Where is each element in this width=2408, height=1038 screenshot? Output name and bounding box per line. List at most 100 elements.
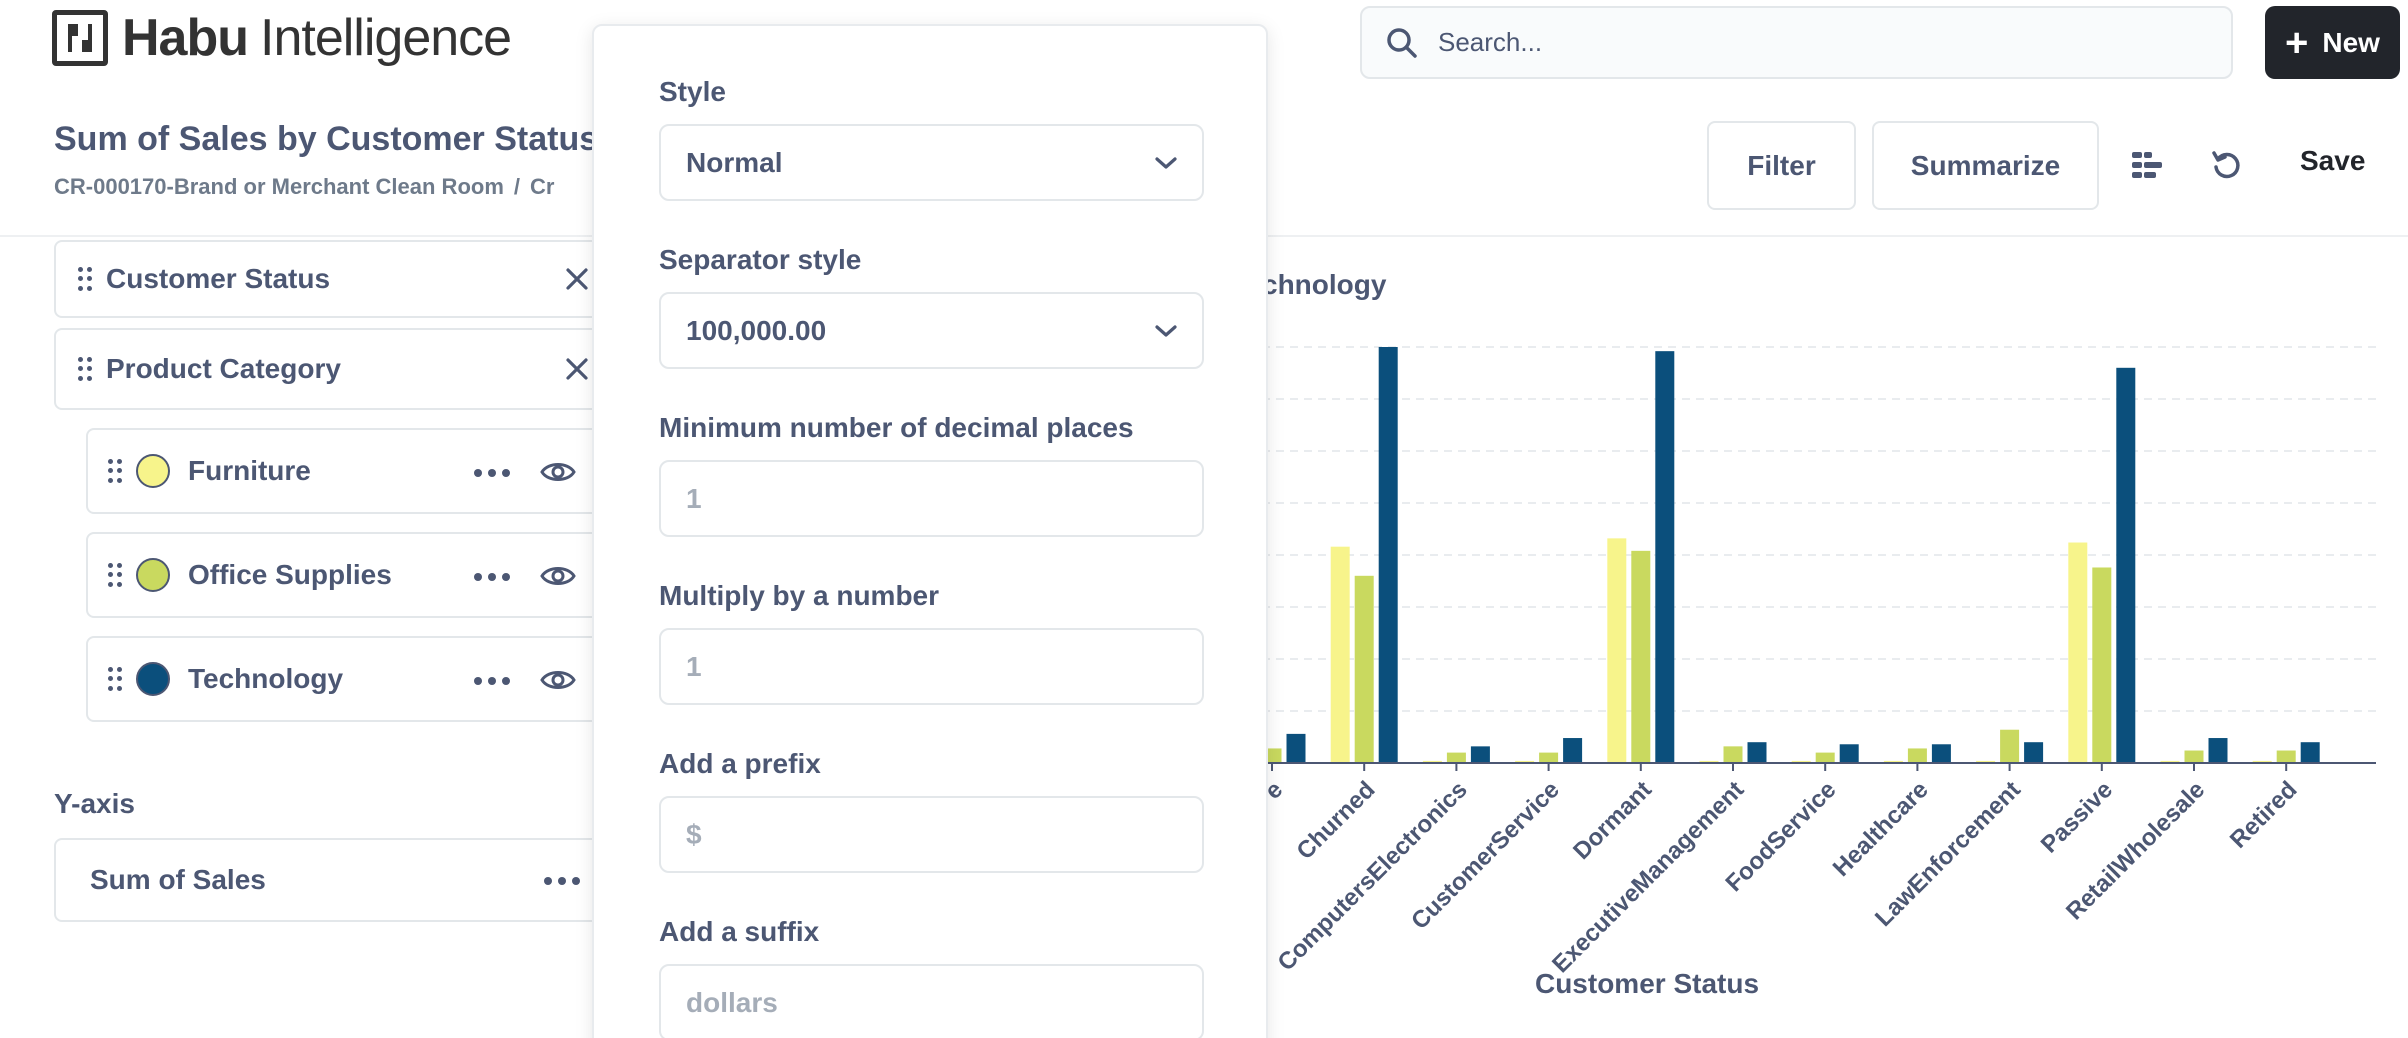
drag-handle-icon[interactable] [78,267,92,291]
chart-bar[interactable] [1515,760,1535,763]
y-axis-metric[interactable]: Sum of Sales [54,838,624,922]
multiply-label: Multiply by a number [659,580,940,611]
dimension-label: Product Category [106,353,341,384]
chart-bar[interactable] [2276,750,2296,763]
drag-handle-icon[interactable] [78,357,92,381]
chart-bar[interactable] [1931,744,1951,763]
new-button[interactable]: + New [2265,6,2400,79]
number-format-popover: Style Normal Separator style 100,000.00 … [592,24,1268,1038]
chart-bar[interactable] [1699,760,1719,763]
style-value: Normal [686,146,783,178]
eye-icon[interactable] [540,563,576,589]
chart-bar[interactable] [1470,746,1490,763]
chart-bar[interactable] [1539,752,1559,763]
series-item-office-supplies[interactable]: Office Supplies [86,532,626,618]
series-item-furniture[interactable]: Furniture [86,428,626,514]
save-button[interactable]: Save [2300,145,2366,176]
x-tick-label: ComputersElectronics [1272,776,1472,976]
logo-text-light: Intelligence [260,9,512,67]
y-axis-heading: Y-axis [54,788,135,819]
logo-text-bold: Habu [122,9,249,67]
more-options-icon[interactable] [474,468,510,478]
separator-style-value: 100,000.00 [686,314,827,346]
chart-bar[interactable] [1815,752,1835,763]
chart-bar[interactable] [2116,367,2136,763]
breadcrumb-separator: / [513,174,521,199]
chart-bar[interactable] [1791,760,1811,763]
series-color-swatch[interactable] [136,454,170,488]
chart-bar[interactable] [1631,550,1651,763]
close-icon[interactable] [562,354,592,384]
more-options-icon[interactable] [544,876,580,886]
separator-style-select[interactable]: 100,000.00 [659,292,1204,369]
app-logo[interactable]: Habu Intelligence [52,8,512,68]
drag-handle-icon[interactable] [108,459,122,483]
chart-bar[interactable] [1839,744,1859,763]
style-label: Style [659,76,726,107]
chart-bar[interactable] [1883,760,1903,763]
drag-handle-icon[interactable] [108,563,122,587]
chart-bar[interactable] [1655,351,1675,763]
chart-bar[interactable] [1330,546,1350,763]
x-tick-label: Dormant [1568,776,1657,865]
chart-bar[interactable] [1723,746,1743,763]
chart-bar[interactable] [1976,760,1996,763]
search-icon [1387,27,1417,58]
more-options-icon[interactable] [474,676,510,686]
dimension-customer-status[interactable]: Customer Status [54,240,614,318]
chart-bar[interactable] [2068,542,2088,763]
chart-bar[interactable] [2300,742,2320,763]
chart-bar[interactable] [1563,738,1583,763]
search-bar[interactable] [1360,6,2233,79]
multiply-field[interactable] [659,628,1204,705]
x-tick-label: Retired [2225,776,2303,854]
page-title: Sum of Sales by Customer Status [54,120,599,158]
chart-bar[interactable] [2160,760,2180,763]
summarize-button[interactable]: Summarize [1872,121,2099,210]
breadcrumb-item[interactable]: CR-000170-Brand or Merchant Clean Room [54,174,504,199]
chart-bar[interactable] [1378,347,1398,763]
prefix-input[interactable] [686,818,1166,851]
chart-bar[interactable] [2000,729,2020,763]
filter-button[interactable]: Filter [1707,121,1856,210]
notebook-editor-icon[interactable] [2122,140,2172,190]
habu-logo-icon [52,10,108,66]
min-decimals-label: Minimum number of decimal places [659,412,1134,443]
plus-icon: + [2285,20,2309,65]
eye-icon[interactable] [540,667,576,693]
close-icon[interactable] [562,264,592,294]
chart-bar[interactable] [1446,752,1466,763]
breadcrumb-item[interactable]: Cr [530,174,555,199]
search-input[interactable] [1438,27,2138,58]
chart-bar[interactable] [1286,733,1306,763]
series-item-technology[interactable]: Technology [86,636,626,722]
suffix-input[interactable] [686,986,1166,1019]
breadcrumb: CR-000170-Brand or Merchant Clean Room / C… [54,174,554,200]
chevron-down-icon [1155,324,1177,337]
min-decimals-field[interactable] [659,460,1204,537]
chart-bar[interactable] [1747,742,1767,763]
suffix-field[interactable] [659,964,1204,1038]
legend-item-partial[interactable]: chnology [1262,269,1387,300]
series-color-swatch[interactable] [136,662,170,696]
chart-bar[interactable] [1354,575,1374,763]
dimension-label: Customer Status [106,263,331,294]
eye-icon[interactable] [540,459,576,485]
dimension-product-category[interactable]: Product Category [54,328,614,410]
drag-handle-icon[interactable] [108,667,122,691]
min-decimals-input[interactable] [686,482,1166,515]
prefix-field[interactable] [659,796,1204,873]
chart-bar[interactable] [1607,538,1627,763]
chart-bar[interactable] [2208,738,2228,763]
style-select[interactable]: Normal [659,124,1204,201]
chart-bar[interactable] [1422,760,1442,763]
series-color-swatch[interactable] [136,558,170,592]
chart-bar[interactable] [2092,567,2112,763]
chart-bar[interactable] [1907,748,1927,763]
chart-bar[interactable] [2184,750,2204,763]
more-options-icon[interactable] [474,572,510,582]
chart-bar[interactable] [2252,760,2272,763]
refresh-icon[interactable] [2202,140,2252,190]
chart-bar[interactable] [2024,742,2044,763]
multiply-input[interactable] [686,650,1166,683]
